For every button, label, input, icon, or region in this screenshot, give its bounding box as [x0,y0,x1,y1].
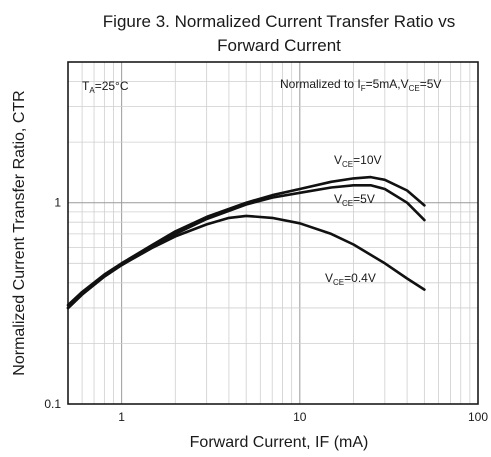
x-axis-label: Forward Current, IF (mA) [190,434,369,451]
series-layer [66,175,426,310]
y-axis-label: Normalized Current Transfer Ratio, CTR [11,90,28,375]
grid [68,62,478,404]
normalization-annotation: Normalized to IF=5mA,VCE=5V [280,77,441,93]
x-tick-label: 100 [468,410,488,424]
x-tick-label: 1 [118,410,125,424]
series-line-vce-0-4v [66,214,426,310]
chart-title-line1: Figure 3. Normalized Current Transfer Ra… [103,12,455,31]
x-tick-label: 10 [293,410,307,424]
series-label-vce-0-4v: VCE=0.4V [325,271,376,287]
y-tick-label: 1 [54,196,61,210]
series-label-vce-10v: VCE=10V [334,153,382,169]
series-line-vce-10v [66,175,426,307]
chart-title-line2: Forward Current [217,36,341,55]
series-label-vce-5v: VCE=5V [334,192,375,208]
tick-labels: 1 10 100 0.1 1 [44,196,488,424]
plot-frame [67,61,479,405]
y-tick-label: 0.1 [44,397,61,411]
temperature-annotation: TA=25°C [82,79,129,95]
